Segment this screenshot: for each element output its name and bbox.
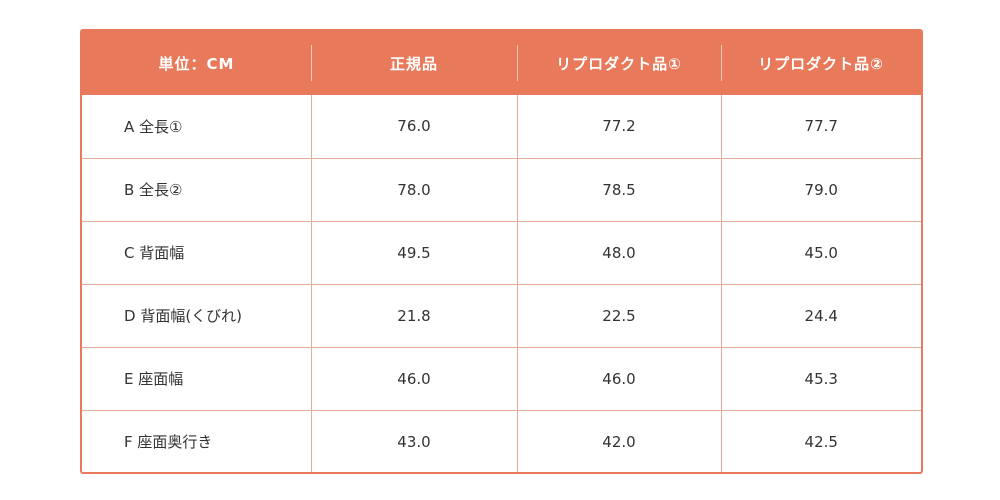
cell-reproduct-2: 77.7	[720, 95, 921, 158]
table-row: C 背面幅 49.5 48.0 45.0	[82, 220, 921, 284]
cell-reproduct-1: 42.0	[516, 409, 721, 472]
header-reproduct-1: リプロダクト品①	[517, 31, 721, 95]
row-label: E 座面幅	[82, 346, 311, 410]
table-body: A 全長① 76.0 77.2 77.7 B 全長② 78.0 78.5 79.…	[82, 95, 921, 472]
table-row: E 座面幅 46.0 46.0 45.3	[82, 346, 921, 410]
table-row: F 座面奥行き 43.0 42.0 42.5	[82, 409, 921, 472]
size-table: 単位：CM 正規品 リプロダクト品① リプロダクト品② A 全長① 76.0 7…	[82, 31, 921, 472]
table-row: A 全長① 76.0 77.2 77.7	[82, 95, 921, 158]
header-genuine: 正規品	[311, 31, 517, 95]
cell-genuine: 49.5	[310, 220, 517, 284]
header-unit: 単位：CM	[158, 54, 235, 73]
table-row: B 全長② 78.0 78.5 79.0	[82, 157, 921, 221]
cell-reproduct-1: 46.0	[516, 346, 721, 410]
table-row: D 背面幅(くびれ) 21.8 22.5 24.4	[82, 283, 921, 347]
header-reproduct-2: リプロダクト品②	[721, 31, 921, 95]
cell-reproduct-1: 78.5	[516, 157, 721, 221]
row-label: A 全長①	[124, 117, 183, 136]
cell-reproduct-2: 45.0	[720, 220, 921, 284]
cell-genuine: 46.0	[310, 346, 517, 410]
cell-genuine: 21.8	[310, 283, 517, 347]
row-label: C 背面幅	[82, 220, 311, 284]
row-label: D 背面幅(くびれ)	[82, 283, 311, 347]
cell-reproduct-2: 24.4	[720, 283, 921, 347]
cell-reproduct-2: 42.5	[720, 409, 921, 472]
cell-reproduct-2: 79.0	[720, 157, 921, 221]
header-row: 単位：CM 正規品 リプロダクト品① リプロダクト品②	[82, 31, 921, 95]
row-label: F 座面奥行き	[82, 409, 311, 472]
cell-genuine: 43.0	[310, 409, 517, 472]
cell-reproduct-2: 45.3	[720, 346, 921, 410]
size-comparison-table: 単位：CM 正規品 リプロダクト品① リプロダクト品② A 全長① 76.0 7…	[80, 29, 923, 474]
cell-reproduct-1: 22.5	[516, 283, 721, 347]
cell-genuine: 76.0	[310, 95, 517, 158]
cell-reproduct-1: 77.2	[516, 95, 721, 158]
cell-genuine: 78.0	[310, 157, 517, 221]
row-label: B 全長②	[82, 157, 311, 221]
cell-reproduct-1: 48.0	[516, 220, 721, 284]
table-header: 単位：CM 正規品 リプロダクト品① リプロダクト品②	[82, 31, 921, 95]
